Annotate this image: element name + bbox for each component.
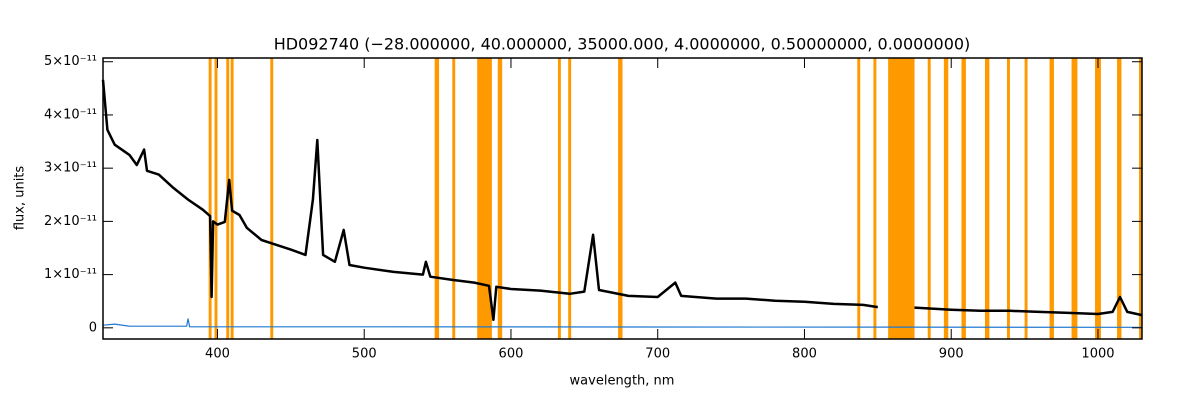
band <box>873 58 877 339</box>
band <box>208 58 212 339</box>
band <box>1006 58 1010 339</box>
band <box>568 58 572 339</box>
band <box>888 58 915 339</box>
spectrum-line <box>101 79 1143 322</box>
band <box>434 58 440 339</box>
plot-frame <box>102 57 1143 340</box>
x-tick-label: 600 <box>499 347 524 362</box>
band <box>943 58 949 339</box>
y-tick-label: 5×10⁻¹¹ <box>44 54 97 69</box>
x-axis-label: wavelength, nm <box>570 374 675 389</box>
band <box>214 58 218 339</box>
y-tick-label: 0 <box>89 320 97 335</box>
band <box>1095 58 1101 339</box>
x-tick-label: 1000 <box>1081 347 1114 362</box>
band <box>557 58 561 339</box>
band <box>618 58 623 339</box>
band <box>961 58 966 339</box>
band <box>857 58 861 339</box>
chart-title: HD092740 (−28.000000, 40.000000, 35000.0… <box>274 35 971 54</box>
band <box>477 58 492 339</box>
y-tick-label: 1×10⁻¹¹ <box>44 267 97 282</box>
band <box>452 58 456 339</box>
x-tick-label: 700 <box>645 347 670 362</box>
band <box>1071 58 1078 339</box>
x-tick-label: 400 <box>205 347 230 362</box>
y-axis-label: flux, units <box>13 166 28 231</box>
x-tick-label: 900 <box>939 347 964 362</box>
band <box>1117 58 1122 339</box>
band <box>927 58 931 339</box>
y-tick-label: 3×10⁻¹¹ <box>44 161 97 176</box>
band <box>270 58 274 339</box>
band <box>1049 58 1054 339</box>
band <box>984 58 990 339</box>
y-tick-label: 4×10⁻¹¹ <box>44 107 97 122</box>
x-tick-label: 800 <box>792 347 817 362</box>
band <box>1024 58 1028 339</box>
spectrum-line <box>102 318 1143 328</box>
x-tick-label: 500 <box>352 347 377 362</box>
y-tick-label: 2×10⁻¹¹ <box>44 214 97 229</box>
band <box>1139 58 1142 339</box>
band <box>497 58 503 339</box>
